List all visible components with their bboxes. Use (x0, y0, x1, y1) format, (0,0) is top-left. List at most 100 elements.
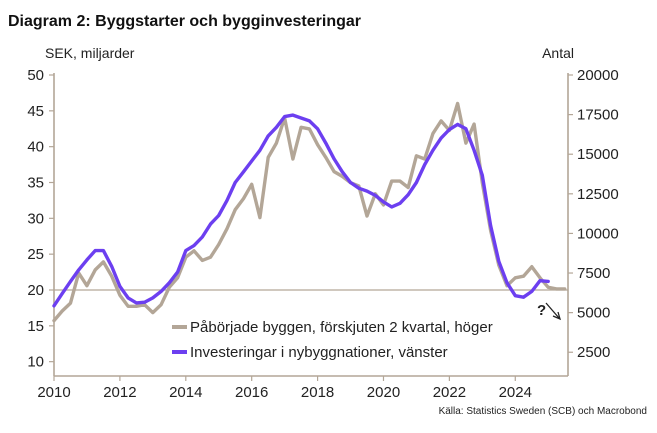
right-tick-label-20000: 20000 (577, 67, 619, 84)
starts-point (456, 102, 459, 105)
investment-point (60, 292, 64, 295)
starts-point (176, 276, 180, 280)
investment-point (225, 199, 229, 202)
x-tick-label-2020: 2020 (367, 384, 400, 401)
investment-point (209, 222, 212, 226)
starts-point (192, 249, 196, 253)
left-tick-label-25: 25 (27, 246, 44, 263)
starts-point (217, 243, 221, 246)
starts-point (299, 125, 303, 129)
starts-point (522, 274, 525, 278)
starts-point (291, 157, 295, 161)
chart-title: Diagram 2: Byggstarter och bygginvesteri… (8, 13, 361, 30)
investment-point (242, 170, 245, 174)
starts-point (250, 182, 254, 186)
investment-point (151, 296, 155, 300)
starts-point (52, 319, 56, 322)
starts-point (513, 276, 517, 280)
starts-point (340, 175, 344, 178)
left-tick-label-35: 35 (27, 175, 44, 192)
right-tick-label-2500: 2500 (577, 344, 610, 361)
investment-point (513, 294, 517, 298)
investment-point (349, 181, 352, 184)
investment-point (382, 200, 385, 204)
x-tick-label-2024: 2024 (499, 384, 532, 401)
investment-point (497, 259, 501, 263)
starts-point (439, 119, 443, 123)
starts-point (242, 197, 245, 201)
starts-point (563, 287, 567, 291)
investment-point (291, 113, 295, 117)
x-tick-label-2016: 2016 (235, 384, 268, 401)
right-tick-label-15000: 15000 (577, 146, 619, 163)
starts-point (415, 154, 418, 158)
starts-point (209, 255, 212, 259)
investment-point (283, 115, 286, 118)
left-tick-label-10: 10 (27, 354, 44, 371)
investment-point (538, 279, 542, 283)
investment-point (176, 270, 180, 274)
investment-point (167, 281, 171, 285)
starts-point (464, 141, 468, 145)
left-tick-label-20: 20 (27, 282, 44, 299)
projection-arrow-head (552, 311, 562, 321)
starts-point (102, 260, 105, 264)
projection-arrow (545, 302, 562, 321)
investment-point (357, 186, 361, 190)
starts-point (472, 122, 476, 126)
starts-point (332, 170, 336, 174)
starts-point (135, 304, 138, 308)
starts-point (200, 259, 204, 262)
starts-point (143, 303, 147, 307)
starts-point (538, 276, 542, 280)
investment-point (77, 268, 81, 272)
starts-point (126, 304, 130, 308)
investment-point (275, 125, 278, 129)
starts-point (233, 208, 237, 212)
left-axis-label: SEK, miljarder (45, 45, 135, 61)
investment-point (316, 127, 319, 131)
investment-point (431, 148, 435, 152)
investment-point (200, 235, 204, 239)
starts-point (530, 265, 534, 269)
investment-point (266, 134, 270, 138)
investment-point (192, 244, 196, 248)
series-line-investment (52, 113, 550, 308)
investment-point (480, 173, 484, 177)
starts-point (308, 127, 311, 131)
uncertainty-annotation: ? (537, 302, 546, 319)
investment-point (159, 290, 163, 293)
investment-point (332, 157, 336, 161)
investment-point (406, 193, 410, 197)
left-tick-label-45: 45 (27, 103, 44, 120)
investment-point (505, 281, 509, 285)
investment-point (69, 280, 72, 283)
left-tick-label-40: 40 (27, 139, 44, 156)
left-tick-label-15: 15 (27, 318, 44, 335)
investment-point (530, 290, 534, 293)
legend-label-investment: Investeringar i nybyggnationer, vänster (190, 344, 448, 361)
investment-point (423, 163, 427, 167)
projection-arrow-line (545, 302, 560, 319)
starts-point (266, 156, 270, 159)
right-tick-label-10000: 10000 (577, 225, 619, 242)
right-axis-label: Antal (542, 45, 574, 61)
series-lines (52, 101, 567, 323)
left-tick-label-30: 30 (27, 210, 44, 227)
investment-point (143, 300, 147, 304)
starts-point (159, 303, 163, 307)
investment-point (299, 116, 303, 120)
x-tick-label-2010: 2010 (37, 384, 70, 401)
investment-point (85, 258, 89, 262)
starts-point (406, 186, 410, 189)
starts-point (151, 311, 155, 314)
investment-point (250, 159, 254, 163)
right-tick-label-5000: 5000 (577, 305, 610, 322)
starts-point (167, 285, 171, 289)
investment-point (464, 127, 468, 131)
investment-point (217, 214, 221, 217)
source-note: Källa: Statistics Sweden (SCB) och Macro… (439, 406, 647, 417)
investment-point (456, 123, 459, 126)
investment-point (126, 296, 130, 300)
starts-point (423, 157, 427, 161)
